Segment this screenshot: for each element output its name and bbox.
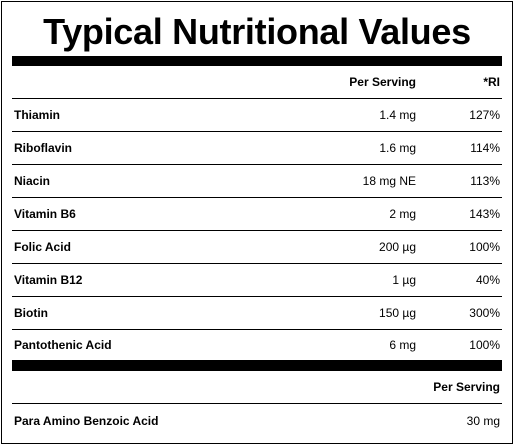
nutrient-amount: 150 µg bbox=[379, 306, 416, 320]
nutrient-ri: 127% bbox=[469, 108, 500, 122]
per-serving-header: Per Serving bbox=[433, 380, 500, 394]
nutrient-ri: 100% bbox=[469, 240, 500, 254]
nutrient-ri: 40% bbox=[475, 273, 500, 287]
table-row: Pantothenic Acid 6 mg 100% bbox=[12, 330, 502, 360]
nutrient-name: Pantothenic Acid bbox=[14, 338, 112, 352]
top-divider bbox=[12, 56, 502, 66]
table-header: Per Serving *RI bbox=[12, 66, 502, 99]
table-row: Vitamin B6 2 mg 143% bbox=[12, 198, 502, 231]
nutrient-amount: 6 mg bbox=[389, 338, 416, 352]
table-row: Niacin 18 mg NE 113% bbox=[12, 165, 502, 198]
per-serving-header: Per Serving bbox=[349, 75, 416, 89]
nutrient-amount: 1 µg bbox=[392, 273, 416, 287]
panel-title: Typical Nutritional Values bbox=[43, 11, 471, 52]
nutrient-ri: 114% bbox=[470, 141, 500, 155]
nutrient-amount: 1.4 mg bbox=[379, 108, 416, 122]
nutrient-ri: 113% bbox=[470, 174, 500, 188]
nutrient-amount: 30 mg bbox=[466, 413, 500, 428]
nutrient-ri: 143% bbox=[469, 207, 500, 221]
section2-header: Per Serving bbox=[12, 371, 502, 404]
nutrient-amount: 2 mg bbox=[389, 207, 416, 221]
nutrient-name: Vitamin B12 bbox=[14, 273, 83, 287]
ri-header: *RI bbox=[483, 75, 500, 89]
nutrient-amount: 18 mg NE bbox=[362, 174, 416, 188]
table-row: Folic Acid 200 µg 100% bbox=[12, 231, 502, 264]
nutrient-amount: 200 µg bbox=[379, 240, 416, 254]
nutrient-name: Niacin bbox=[14, 174, 51, 188]
table-row: Vitamin B12 1 µg 40% bbox=[12, 264, 502, 297]
nutrient-name: Riboflavin bbox=[14, 141, 73, 155]
nutrient-name: Thiamin bbox=[14, 108, 61, 122]
nutrient-name: Biotin bbox=[14, 306, 48, 320]
nutrient-name: Folic Acid bbox=[14, 240, 71, 254]
nutrient-ri: 100% bbox=[469, 338, 500, 352]
nutrient-amount: 1.6 mg bbox=[379, 141, 416, 155]
section-divider bbox=[12, 360, 502, 371]
table-row: Riboflavin 1.6 mg 114% bbox=[12, 132, 502, 165]
nutrient-name: Vitamin B6 bbox=[14, 207, 76, 221]
table-row: Biotin 150 µg 300% bbox=[12, 297, 502, 330]
nutrient-name: Para Amino Benzoic Acid bbox=[14, 413, 159, 428]
table-row: Para Amino Benzoic Acid 30 mg bbox=[12, 404, 502, 437]
table-row: Thiamin 1.4 mg 127% bbox=[12, 99, 502, 132]
nutrient-ri: 300% bbox=[469, 306, 500, 320]
